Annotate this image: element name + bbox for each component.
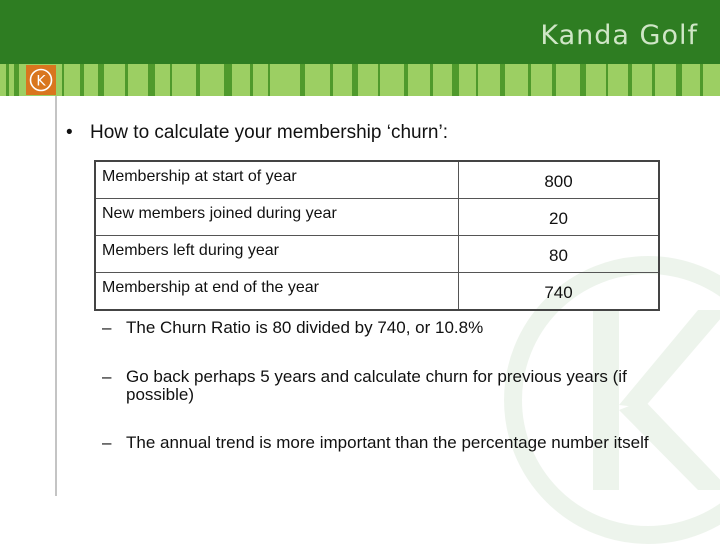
churn-table: Membership at start of year 800 New memb… (94, 160, 660, 311)
left-divider (55, 96, 57, 496)
logo-badge: K (26, 65, 56, 95)
dash-icon: – (102, 367, 112, 386)
sub-bullet-text: Go back perhaps 5 years and calculate ch… (126, 367, 627, 404)
main-heading: How to calculate your membership ‘churn’… (90, 122, 448, 143)
row-label: Membership at start of year (94, 160, 459, 199)
row-label: Membership at end of the year (94, 272, 459, 311)
sub-bullet-text: The annual trend is more important than … (126, 433, 649, 452)
stripe-pattern (0, 64, 720, 96)
bullet-icon: • (66, 122, 73, 143)
row-label: New members joined during year (94, 198, 459, 236)
k-logo-icon: K (29, 68, 53, 92)
svg-text:K: K (36, 74, 46, 90)
table-row: Members left during year 80 (94, 235, 660, 273)
dash-icon: – (102, 318, 112, 337)
row-value: 800 (458, 160, 660, 199)
sub-bullet-text: The Churn Ratio is 80 divided by 740, or… (126, 318, 484, 337)
dash-icon: – (102, 433, 112, 452)
sub-bullet: – The annual trend is more important tha… (102, 434, 662, 452)
table-row: Membership at end of the year 740 (94, 272, 660, 311)
decorative-stripes (0, 64, 720, 96)
sub-bullet: – Go back perhaps 5 years and calculate … (102, 368, 662, 404)
table-row: New members joined during year 20 (94, 198, 660, 236)
brand-name: Kanda Golf (540, 20, 698, 51)
sub-bullet: – The Churn Ratio is 80 divided by 740, … (102, 319, 662, 337)
main-bullet: • How to calculate your membership ‘churn… (66, 122, 448, 144)
row-label: Members left during year (94, 235, 459, 273)
table-row: Membership at start of year 800 (94, 160, 660, 199)
row-value: 80 (458, 235, 660, 273)
row-value: 20 (458, 198, 660, 236)
header-band: Kanda Golf (0, 0, 720, 64)
row-value: 740 (458, 272, 660, 311)
